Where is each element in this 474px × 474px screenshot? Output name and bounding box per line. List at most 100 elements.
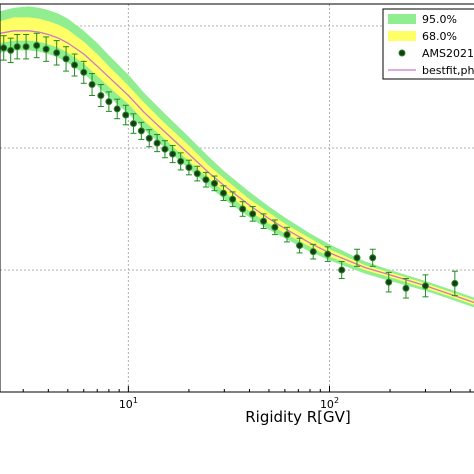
data-point <box>80 60 88 84</box>
legend-item: 68.0% <box>388 30 457 43</box>
point-marker <box>309 248 317 256</box>
point-marker <box>239 205 247 213</box>
point-marker <box>22 43 30 51</box>
data-point <box>202 171 210 188</box>
legend-item: AMS2021 <box>398 47 474 60</box>
band-680 <box>0 17 474 305</box>
legend: 95.0% 68.0% AMS2021 bestfit,ph <box>382 8 474 80</box>
data-point <box>53 40 61 66</box>
data-point <box>42 36 50 62</box>
bestfit-line <box>0 30 474 304</box>
point-marker <box>80 68 88 76</box>
legend-item: 95.0% <box>388 13 457 26</box>
x-axis-ticks: 101 102 <box>22 386 471 411</box>
point-marker <box>271 223 279 231</box>
point-marker <box>402 284 410 292</box>
point-marker <box>161 145 169 153</box>
data-point <box>402 278 410 299</box>
data-point <box>13 34 21 60</box>
point-marker <box>0 44 8 52</box>
legend-label: 68.0% <box>422 30 457 43</box>
point-marker <box>296 242 304 250</box>
point-marker <box>185 163 193 171</box>
data-point <box>137 121 145 140</box>
data-point <box>193 165 201 182</box>
point-marker <box>7 46 15 54</box>
data-point <box>113 98 121 120</box>
data-point <box>219 185 227 201</box>
point-marker <box>62 55 70 63</box>
legend-label: AMS2021 <box>422 47 474 60</box>
bestfit-line-layer <box>0 30 474 304</box>
point-marker <box>129 120 137 128</box>
data-point <box>353 248 361 267</box>
point-marker <box>210 179 218 187</box>
point-marker <box>97 92 105 100</box>
data-point <box>105 91 113 112</box>
point-marker <box>122 111 130 119</box>
point-marker <box>369 254 377 262</box>
point-marker <box>42 45 50 53</box>
data-point <box>153 134 161 153</box>
data-point <box>185 159 193 176</box>
point-marker <box>105 98 113 106</box>
data-point <box>260 213 268 230</box>
data-point <box>129 113 137 134</box>
point-marker <box>202 176 210 184</box>
point-marker <box>229 195 237 203</box>
point-marker <box>153 139 161 147</box>
x-axis-label: Rigidity R[GV] <box>245 408 351 426</box>
data-point <box>88 73 96 97</box>
point-marker <box>324 250 332 258</box>
data-point <box>421 274 429 298</box>
legend-label: bestfit,ph <box>422 64 474 77</box>
point-marker <box>193 170 201 178</box>
data-point <box>239 201 247 217</box>
legend-label: 95.0% <box>422 13 457 26</box>
plot-frame <box>0 3 474 393</box>
point-marker <box>113 105 121 113</box>
point-marker <box>451 279 459 287</box>
data-point <box>169 145 177 164</box>
point-marker <box>260 217 268 225</box>
data-point <box>369 248 377 267</box>
point-marker <box>177 157 185 165</box>
data-point <box>122 104 130 126</box>
data-point <box>249 206 257 222</box>
data-point <box>296 237 304 254</box>
point-marker <box>421 282 429 290</box>
point-marker <box>137 127 145 135</box>
data-point <box>62 46 70 72</box>
legend-swatch <box>388 31 416 41</box>
data-point <box>338 260 346 280</box>
data-point <box>161 140 169 159</box>
point-marker <box>88 81 96 89</box>
data-point <box>97 84 105 107</box>
data-point <box>271 219 279 236</box>
data-point <box>451 270 459 297</box>
data-point <box>229 191 237 208</box>
point-marker <box>13 43 21 51</box>
legend-swatch <box>388 14 416 24</box>
point-marker <box>53 49 61 57</box>
data-point <box>309 243 317 260</box>
legend-marker <box>398 49 406 57</box>
data-point <box>7 37 15 64</box>
data-point <box>324 246 332 262</box>
data-point <box>71 53 79 77</box>
point-marker <box>283 231 291 239</box>
point-marker <box>338 266 346 274</box>
x-tick-label: 102 <box>320 396 339 411</box>
data-point <box>210 175 218 192</box>
data-point <box>283 226 291 243</box>
data-point <box>33 32 41 59</box>
point-marker <box>145 134 153 142</box>
point-marker <box>385 278 393 286</box>
x-tick-label: 101 <box>119 396 138 411</box>
point-marker <box>33 41 41 49</box>
data-point <box>22 34 30 60</box>
confidence-bands <box>0 6 474 308</box>
point-marker <box>71 61 79 69</box>
data-point <box>145 129 153 148</box>
